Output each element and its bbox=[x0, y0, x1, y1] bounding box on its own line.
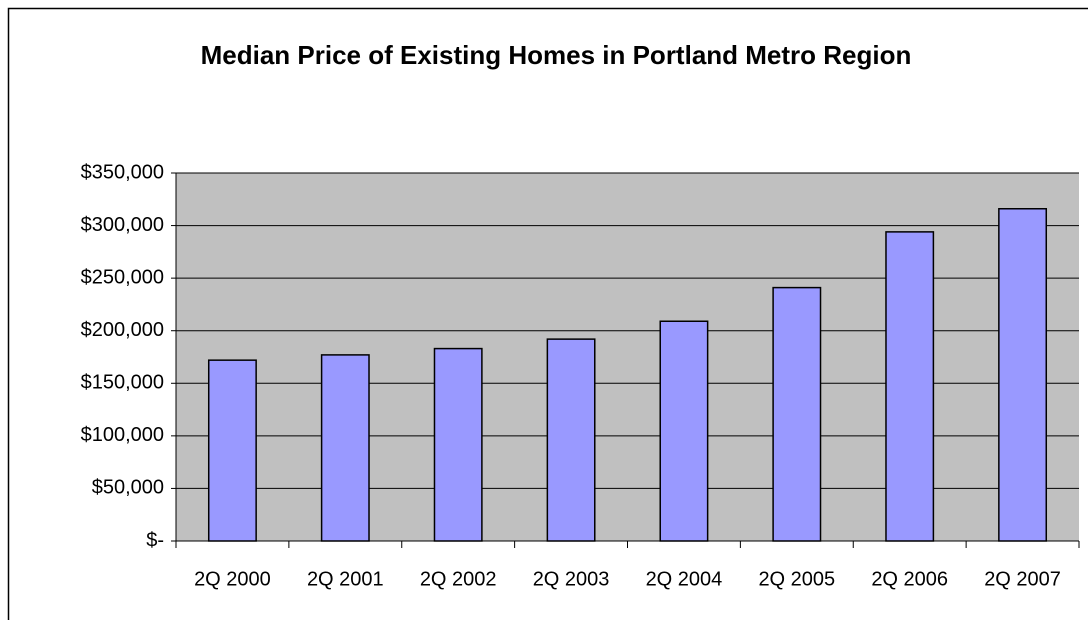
chart-title: Median Price of Existing Homes in Portla… bbox=[200, 40, 912, 70]
bar bbox=[433, 347, 483, 542]
bar bbox=[546, 338, 596, 542]
x-tick-label: 2Q 2004 bbox=[646, 568, 723, 590]
bar bbox=[885, 231, 935, 542]
y-tick-label: $100,000 bbox=[81, 424, 164, 446]
bar bbox=[772, 286, 822, 542]
x-tick-label: 2Q 2005 bbox=[758, 568, 835, 590]
y-tick-label: $300,000 bbox=[81, 214, 164, 236]
y-tick-label: $250,000 bbox=[81, 266, 164, 288]
x-tick-label: 2Q 2001 bbox=[307, 568, 384, 590]
x-tick-label: 2Q 2000 bbox=[194, 568, 271, 590]
y-tick-label: $200,000 bbox=[81, 319, 164, 341]
y-tick-label: $350,000 bbox=[81, 161, 164, 183]
y-tick-label: $50,000 bbox=[92, 477, 164, 499]
bar bbox=[998, 207, 1048, 542]
y-tick-label: $150,000 bbox=[81, 372, 164, 394]
y-tick-label: $- bbox=[146, 529, 164, 551]
x-tick-label: 2Q 2002 bbox=[420, 568, 497, 590]
plot-area bbox=[176, 173, 1079, 541]
x-tick-label: 2Q 2003 bbox=[533, 568, 610, 590]
x-tick-label: 2Q 2006 bbox=[871, 568, 948, 590]
bar bbox=[320, 354, 370, 542]
bar bbox=[207, 359, 257, 542]
bar bbox=[659, 320, 709, 542]
x-tick-label: 2Q 2007 bbox=[984, 568, 1061, 590]
